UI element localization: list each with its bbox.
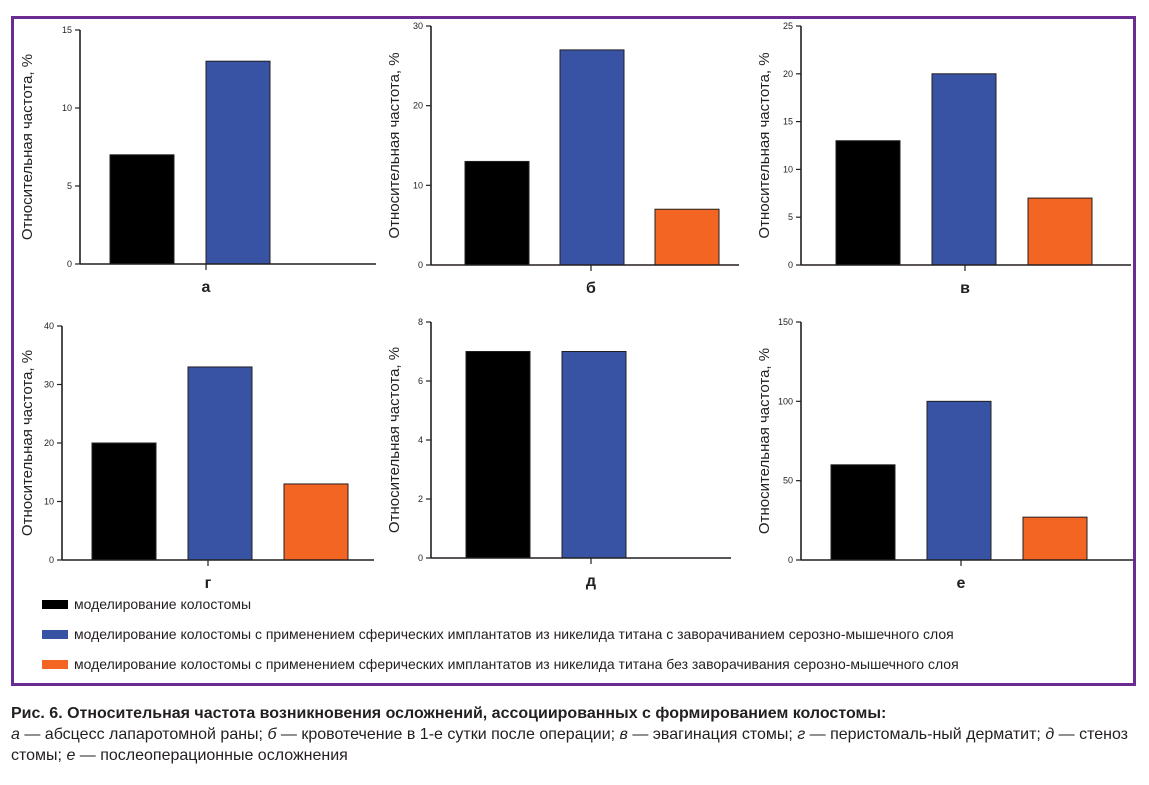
chart-panel-b: Относительная частота, % 0 10 20 30 б [386,21,739,297]
panel-letter: а [202,279,211,296]
legend-swatch-orange [42,659,68,669]
y-tick-label: 40 [44,321,54,331]
bar [91,442,157,561]
y-tick-label: 15 [62,25,72,35]
caption-letter: б [267,726,277,743]
chart-panel-v: Относительная частота, % 0 5 10 15 20 25 в [756,21,1131,297]
y-tick-label: 2 [418,494,423,504]
y-axis-label: Относительная частота, % [19,350,36,536]
chart-panel-e: Относительная частота, % 0 50 100 150 е [756,317,1133,592]
bar [559,49,625,266]
bar [830,464,896,561]
panel-letter: е [957,575,966,592]
caption-letter: г [797,726,806,743]
y-axis-label: Относительная частота, % [19,54,36,240]
y-tick-label: 20 [44,438,54,448]
caption-letter: е [66,747,76,764]
bar [1027,197,1093,266]
y-tick-label: 0 [67,259,72,269]
bar [283,483,349,561]
y-tick-label: 20 [413,101,423,111]
caption-text: — перистомаль-ный дерматит; [805,726,1046,743]
y-tick-label: 0 [788,555,793,565]
bar [926,400,992,561]
y-tick-label: 100 [778,396,793,406]
bar [464,160,530,266]
legend-swatch-blue [42,629,68,639]
y-tick-label: 20 [783,69,793,79]
legend-label: моделирование колостомы с применением сф… [74,626,954,642]
caption-text: — абсцесс лапаротомной раны; [19,726,268,743]
y-tick-label: 30 [413,21,423,31]
panel-letter: д [586,573,596,590]
caption-text: — послеоперационные осложнения [75,747,348,764]
y-tick-label: 6 [418,376,423,386]
chart-panel-a: Относительная частота, % 0 5 10 15 а [19,25,376,296]
legend-item-without-folding: моделирование колостомы с применением сф… [42,654,959,674]
y-tick-label: 0 [49,555,54,565]
chart-panel-g: Относительная частота, % 0 10 20 30 40 г [19,321,374,592]
bar [654,208,720,266]
caption-letter: д [1045,726,1055,743]
figure-caption: Рис. 6. Относительная частота возникнове… [11,703,1139,766]
caption-letter: в [619,726,628,743]
y-tick-label: 0 [418,553,423,563]
y-tick-label: 150 [778,317,793,327]
caption-title: Рис. 6. Относительная частота возникнове… [11,705,887,722]
caption-body: а — абсцесс лапаротомной раны; б — крово… [11,726,1128,764]
y-tick-label: 15 [783,117,793,127]
y-axis-label: Относительная частота, % [386,347,403,533]
y-axis-label: Относительная частота, % [756,52,773,238]
bar [931,73,997,266]
bar [187,366,253,561]
caption-text: — эвагинация стомы; [627,726,798,743]
panel-letter: б [586,280,596,297]
chart-panel-d: Относительная частота, % 0 2 4 6 8 д [386,317,731,590]
legend-label: моделирование колостомы [74,596,252,612]
y-tick-label: 8 [418,317,423,327]
y-tick-label: 0 [418,260,423,270]
legend-item-with-folding: моделирование колостомы с применением сф… [42,624,954,644]
y-tick-label: 10 [413,180,423,190]
legend-swatch-black [42,599,68,609]
y-tick-label: 5 [788,212,793,222]
figure-frame [11,16,1136,686]
bar [1022,516,1088,561]
caption-text: — кровотечение в 1-е сутки после операци… [276,726,620,743]
bar [109,154,175,265]
y-tick-label: 30 [44,380,54,390]
y-tick-label: 10 [44,497,54,507]
y-tick-label: 50 [783,476,793,486]
caption-letter: а [11,726,20,743]
y-tick-label: 10 [783,164,793,174]
y-tick-label: 10 [62,103,72,113]
bar [205,60,271,265]
legend-label: моделирование колостомы с применением сф… [74,656,959,672]
y-tick-label: 0 [788,260,793,270]
y-tick-label: 25 [783,21,793,31]
y-axis-label: Относительная частота, % [386,52,403,238]
panel-letter: в [960,280,970,297]
y-tick-label: 5 [67,181,72,191]
y-axis-label: Относительная частота, % [756,348,773,534]
bar [561,351,627,559]
caption-text: — стеноз стомы; [11,726,1128,764]
bar [465,351,531,559]
bar [835,140,901,266]
y-tick-label: 4 [418,435,423,445]
legend-item-control: моделирование колостомы [42,594,251,614]
panel-letter: г [205,575,212,592]
